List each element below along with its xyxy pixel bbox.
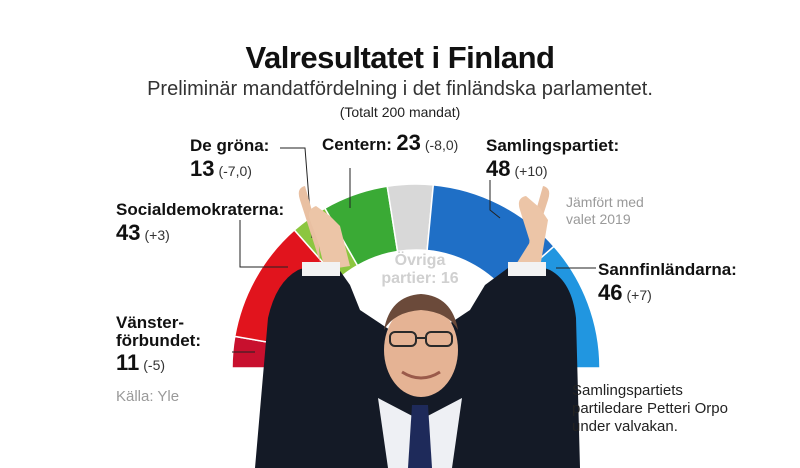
label-samlingspartiet: Samlingspartiet: 48 (+10) [486, 136, 619, 182]
comparison-note-line: valet 2019 [566, 211, 631, 227]
seat-change: (+10) [514, 163, 548, 179]
total-seats: (Totalt 200 mandat) [339, 104, 461, 120]
seat-change: (-7,0) [218, 163, 252, 179]
photo-caption-line: under valvakan. [572, 418, 678, 435]
party-name: Samlingspartiet: [486, 136, 620, 155]
comparison-note: Jämfört med valet 2019 [566, 194, 644, 228]
seat-change: (-5) [143, 357, 166, 373]
label-de-grona: De gröna: 13 (-7,0) [190, 136, 269, 182]
party-name: Sannfinländarna: [598, 260, 737, 279]
chart-subtitle: Preliminär mandatfördelning i det finlän… [147, 78, 653, 100]
seat-count: 43 [116, 220, 141, 245]
party-name: Socialdemokraterna: [116, 200, 285, 219]
leader-line-sdp [239, 220, 288, 268]
label-ovriga-partier: Övriga partier: 16 [360, 252, 480, 288]
label-vansterforbundet: Vänster- förbundet: 11 (-5) [116, 314, 201, 376]
seat-count: 13 [190, 156, 215, 181]
seat-change: (-8,0) [424, 137, 459, 153]
photo-caption-line: partiledare Petteri Orpo [572, 400, 728, 417]
label-centern: Centern: 23 (-8,0) [322, 130, 458, 156]
label-socialdemokraterna: Socialdemokraterna: 43 (+3) [116, 200, 284, 246]
seat-count: 48 [486, 156, 511, 181]
seat-count: 46 [598, 280, 623, 305]
party-name: förbundet: [116, 331, 201, 350]
photo-caption-line: Samlingspartiets [572, 382, 683, 399]
leader-line-samling [489, 180, 501, 219]
party-name: partier: 16 [381, 270, 459, 287]
label-sannfinlandarna: Sannfinländarna: 46 (+7) [598, 260, 737, 306]
chart-title: Valresultatet i Finland [245, 40, 555, 75]
comparison-note-line: Jämfört med [566, 194, 644, 210]
party-name: Övriga [394, 252, 446, 269]
seat-change: (+3) [144, 227, 170, 243]
photo-caption: Samlingspartiets partiledare Petteri Orp… [572, 382, 728, 436]
party-name: Centern: [322, 135, 392, 154]
seat-count: 23 [396, 130, 421, 155]
seat-change: (+7) [626, 287, 652, 303]
source-note: Källa: Yle [116, 388, 180, 405]
seat-count: 11 [116, 350, 140, 375]
photo-party-leader [255, 186, 580, 468]
party-name: De gröna: [190, 136, 270, 155]
party-name: Vänster- [116, 313, 185, 332]
